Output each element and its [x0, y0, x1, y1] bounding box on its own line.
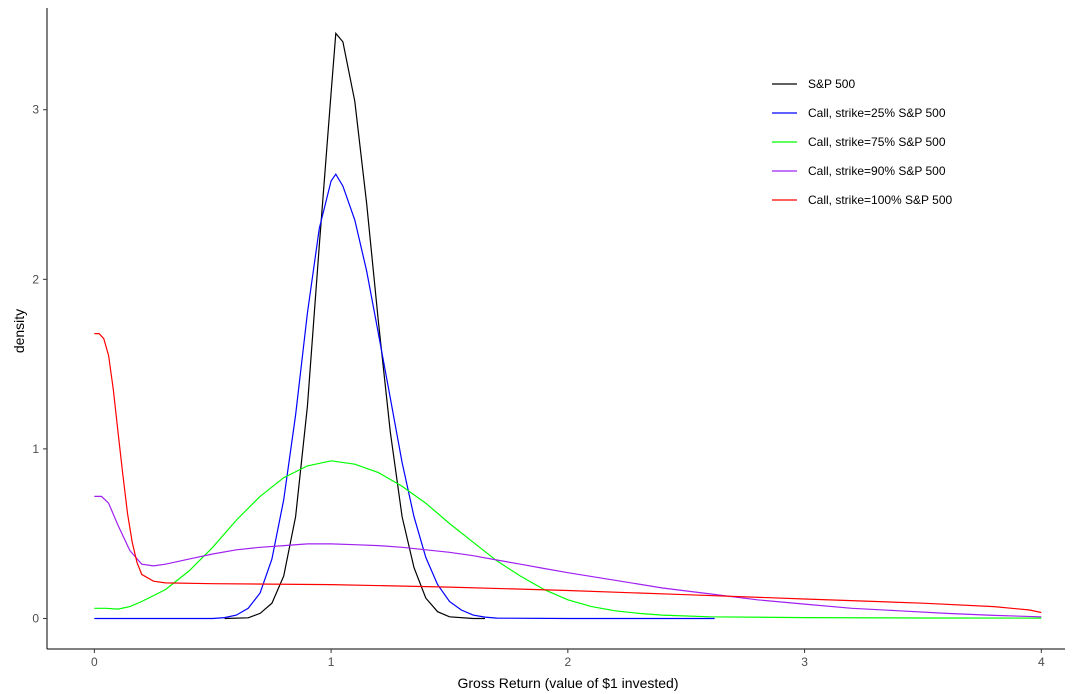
y-axis-title: density	[11, 309, 27, 353]
legend-label: S&P 500	[808, 77, 855, 91]
plot-area	[94, 31, 1042, 620]
x-tick-label: 4	[1038, 655, 1045, 669]
series-line-2	[94, 173, 715, 620]
y-tick-label: 3	[32, 103, 39, 117]
series-line-3	[94, 460, 1042, 619]
y-tick-label: 0	[32, 611, 39, 625]
legend: S&P 500 Call, strike=25% S&P 500 Call, str…	[772, 77, 953, 207]
x-tick-label: 3	[801, 655, 808, 669]
series-line-5	[94, 333, 1042, 614]
series-line-4	[94, 495, 1042, 618]
x-tick-label: 2	[564, 655, 571, 669]
x-axis-title: Gross Return (value of $1 invested)	[458, 675, 679, 691]
legend-label: Call, strike=75% S&P 500	[808, 135, 946, 149]
x-axis: 0 1 2 3 4	[47, 648, 1065, 669]
legend-label: Call, strike=90% S&P 500	[808, 164, 946, 178]
legend-label: Call, strike=25% S&P 500	[808, 106, 946, 120]
y-tick-label: 2	[32, 272, 39, 286]
x-tick-label: 1	[328, 655, 335, 669]
series-line-1	[224, 31, 485, 620]
x-tick-label: 0	[91, 655, 98, 669]
legend-label: Call, strike=100% S&P 500	[808, 193, 953, 207]
y-axis: 0 1 2 3	[32, 8, 48, 649]
y-tick-label: 1	[32, 442, 39, 456]
